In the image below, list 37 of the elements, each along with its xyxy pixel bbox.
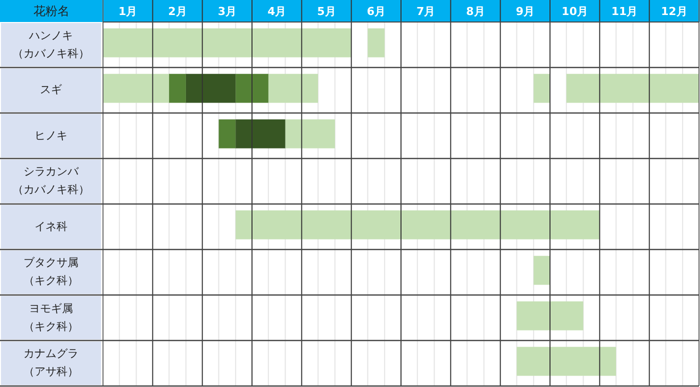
bar [218, 119, 236, 148]
y-tick-label: ハンノキ（カバノキ科） [12, 28, 90, 62]
bar [236, 74, 268, 103]
x-tick-label: 3月 [218, 5, 236, 18]
bar [566, 74, 699, 103]
bar [103, 28, 352, 58]
bar [169, 74, 186, 103]
bar [516, 301, 584, 330]
bar [186, 74, 236, 103]
x-tick-label: 11月 [611, 5, 638, 18]
y-tick-label: シラカンバ（カバノキ科） [12, 164, 90, 198]
x-tick-label: 6月 [366, 5, 386, 18]
x-tick-label: 4月 [268, 5, 286, 18]
x-tick-label: 2月 [168, 5, 187, 18]
bar [516, 346, 616, 376]
bar [268, 74, 318, 103]
x-tick-label: 5月 [317, 5, 336, 18]
bar [534, 74, 550, 103]
x-tick-label: 1月 [118, 5, 138, 18]
bar [236, 119, 286, 148]
bar [103, 74, 170, 103]
x-tick-label: 8月 [466, 5, 485, 18]
bar [534, 256, 550, 285]
bar [368, 28, 385, 58]
x-tick-label: 7月 [416, 5, 436, 18]
y-tick-label: イネ科 [34, 218, 68, 235]
y-tick-label: ヒノキ [34, 128, 68, 144]
y-axis-title: 花粉名 [34, 4, 70, 18]
bar [236, 210, 600, 240]
y-tick-label: ヨモギ属（キク科） [24, 300, 78, 335]
y-tick-label: スギ [40, 82, 62, 98]
bar [285, 119, 335, 148]
x-tick-label: 9月 [516, 5, 534, 18]
y-tick-label: カナムグラ（アサ科） [24, 346, 78, 380]
x-tick-label: 10月 [562, 5, 588, 18]
y-tick-label: ブタクサ属（キク科） [24, 255, 78, 290]
x-tick-label: 12月 [661, 5, 688, 18]
